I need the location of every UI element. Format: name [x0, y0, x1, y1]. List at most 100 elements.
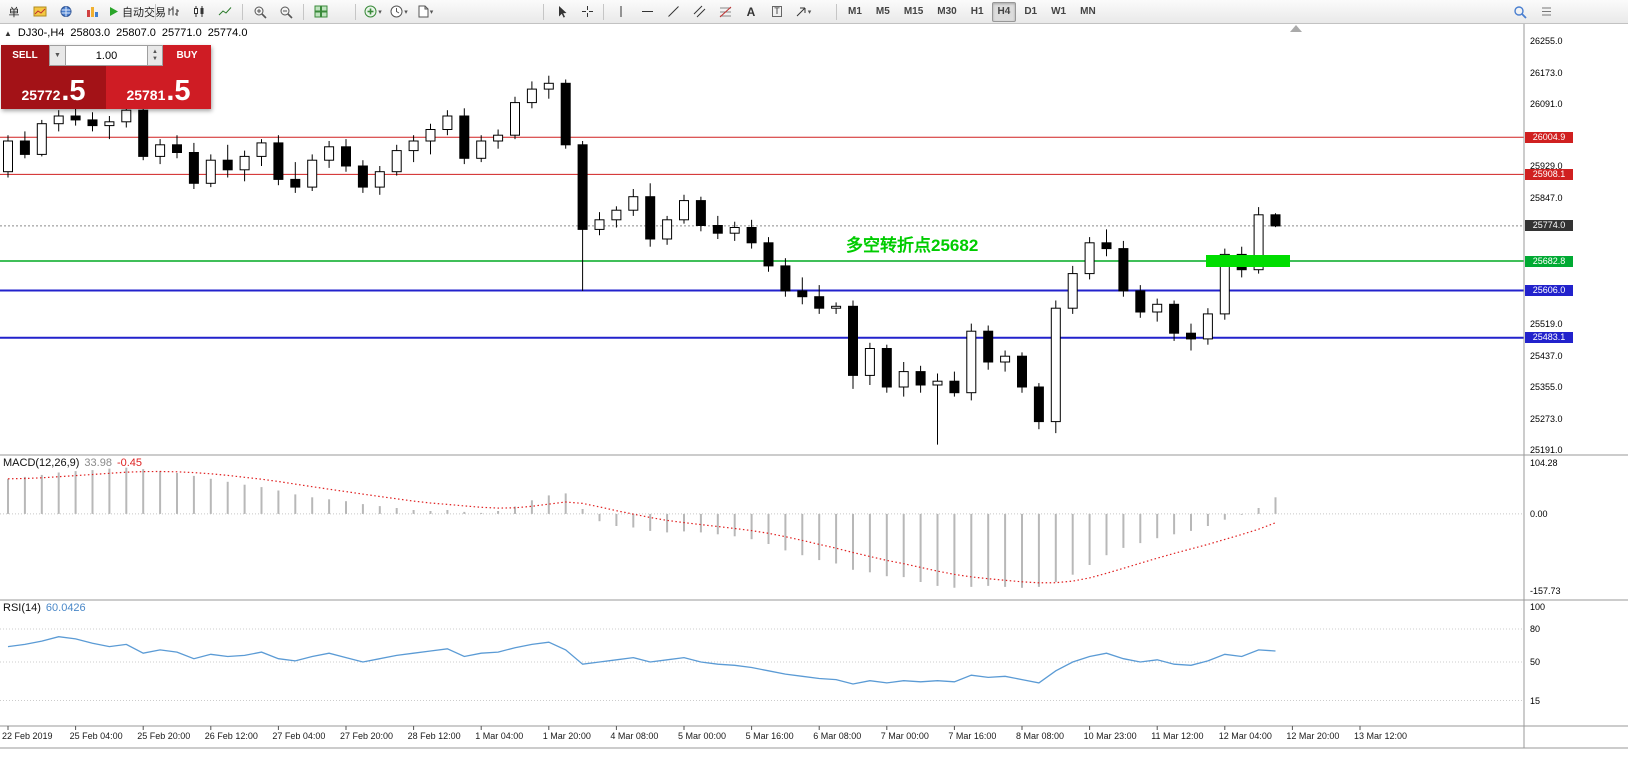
- channel-icon: [693, 5, 705, 18]
- search-icon: [1514, 5, 1527, 19]
- rsi-label: RSI(14) 60.0426: [3, 602, 86, 614]
- fibonacci-tool[interactable]: [713, 1, 737, 22]
- price-badge: 25682.8: [1525, 255, 1573, 267]
- timeframe-m5[interactable]: M5: [875, 6, 890, 17]
- caret-icon: ▾: [404, 8, 408, 16]
- time-axis-label[interactable]: 4 Mar 08:00: [610, 731, 659, 741]
- crosshair-tool[interactable]: [575, 1, 599, 22]
- arrow-symbol-icon: [796, 7, 806, 16]
- timeframe-w1[interactable]: W1: [1051, 6, 1067, 17]
- new-order-button[interactable]: 单: [8, 6, 20, 19]
- buy-button[interactable]: BUY: [163, 45, 211, 66]
- zoom-in-icon[interactable]: [248, 1, 272, 22]
- vertical-line-tool[interactable]: [609, 1, 633, 22]
- arrows-dropdown[interactable]: ▾: [791, 1, 815, 22]
- rsi-scale-label: 50: [1530, 657, 1541, 667]
- time-axis-label[interactable]: 12 Mar 20:00: [1286, 731, 1340, 741]
- time-axis-label[interactable]: 1 Mar 04:00: [475, 731, 524, 741]
- macd-label: MACD(12,26,9) 33.98 -0.45: [3, 457, 142, 469]
- time-axis-label[interactable]: 5 Mar 00:00: [678, 731, 727, 741]
- timeframe-m1[interactable]: M1: [848, 6, 862, 17]
- buy-price-fraction: .5: [166, 75, 191, 107]
- cursor-tool[interactable]: [549, 1, 573, 22]
- tile-windows-icon[interactable]: [309, 1, 333, 22]
- spin-down-icon[interactable]: ▼: [152, 55, 158, 62]
- candlestick-chart-icon[interactable]: [187, 1, 211, 22]
- time-axis-label[interactable]: 25 Feb 20:00: [137, 731, 191, 741]
- toolbar-separator: [303, 3, 304, 20]
- market-watch-icon[interactable]: [80, 1, 104, 22]
- time-axis-label[interactable]: 25 Feb 04:00: [69, 731, 123, 741]
- time-axis-label[interactable]: 11 Mar 12:00: [1151, 731, 1204, 741]
- toolbar-separator: [603, 3, 604, 20]
- chart-shift-marker[interactable]: [1290, 25, 1302, 32]
- time-axis-label[interactable]: 1 Mar 20:00: [542, 731, 591, 741]
- time-axis-label[interactable]: 8 Mar 08:00: [1016, 731, 1065, 741]
- toolbar-separator: [242, 3, 243, 20]
- timeframe-m15[interactable]: M15: [903, 6, 924, 17]
- indicators-dropdown[interactable]: ▾: [361, 1, 385, 22]
- periods-dropdown[interactable]: ▾: [387, 1, 411, 22]
- spin-up-icon[interactable]: ▲: [152, 48, 158, 55]
- sell-button[interactable]: SELL: [1, 45, 49, 66]
- time-axis-label[interactable]: 13 Mar 12:00: [1354, 731, 1408, 741]
- toolbar-separator: [836, 3, 837, 20]
- macd-value: 33.98: [84, 457, 112, 469]
- timeframe-h4[interactable]: H4: [991, 1, 1017, 22]
- template-icon: [418, 5, 429, 18]
- zoom-out-icon[interactable]: [274, 1, 298, 22]
- price-scale-label: 25847.0: [1530, 192, 1563, 203]
- toolbar-separator: [355, 3, 356, 20]
- timeframe-h1[interactable]: H1: [970, 6, 984, 17]
- trend-annotation[interactable]: 多空转折点25682: [846, 236, 979, 255]
- volume-spinner[interactable]: ▲ ▼: [148, 45, 163, 66]
- sell-price[interactable]: 25772 .5: [1, 66, 106, 109]
- time-axis-label[interactable]: 26 Feb 12:00: [204, 731, 258, 741]
- time-axis-label[interactable]: 10 Mar 23:00: [1083, 731, 1137, 741]
- price-badge: 25606.0: [1525, 285, 1573, 296]
- trendline-icon: [667, 6, 679, 17]
- time-axis-label[interactable]: 22 Feb 2019: [2, 731, 53, 741]
- text-label-tool[interactable]: T: [765, 1, 789, 22]
- macd-name: MACD(12,26,9): [3, 457, 80, 469]
- trade-options-dropdown[interactable]: ▼: [49, 45, 66, 66]
- cursor-icon: [558, 6, 566, 18]
- timeframe-mn[interactable]: MN: [1080, 6, 1096, 17]
- timeframe-m30[interactable]: M30: [937, 6, 957, 17]
- time-axis-label[interactable]: 5 Mar 16:00: [745, 731, 794, 741]
- time-axis-label[interactable]: 28 Feb 12:00: [407, 731, 461, 741]
- time-axis-label[interactable]: 12 Mar 04:00: [1218, 731, 1272, 741]
- timeframe-d1[interactable]: D1: [1024, 6, 1038, 17]
- horizontal-line-tool[interactable]: [635, 1, 659, 22]
- templates-dropdown[interactable]: ▾: [413, 1, 437, 22]
- time-axis-label[interactable]: 27 Feb 20:00: [340, 731, 394, 741]
- price-scale-label: 25191.0: [1530, 445, 1563, 455]
- search-button[interactable]: [1508, 1, 1532, 22]
- time-axis-label[interactable]: 7 Mar 16:00: [948, 731, 997, 741]
- vertical-line-icon: [620, 6, 622, 17]
- time-axis-label[interactable]: 7 Mar 00:00: [880, 731, 929, 741]
- data-window-button[interactable]: [1534, 1, 1558, 22]
- profiles-icon[interactable]: [54, 1, 78, 22]
- trendline-tool[interactable]: [661, 1, 685, 22]
- price-scale-label: 25437.0: [1530, 350, 1563, 361]
- main-toolbar: 单 自动交易: [0, 0, 1628, 24]
- time-axis-label[interactable]: 27 Feb 04:00: [272, 731, 326, 741]
- rsi-scale-label: 15: [1530, 695, 1541, 706]
- buy-price[interactable]: 25781 .5: [106, 66, 211, 109]
- highlight-box[interactable]: [1206, 255, 1290, 267]
- text-tool[interactable]: A: [746, 4, 756, 19]
- caret-icon: ▾: [429, 8, 434, 16]
- new-chart-icon[interactable]: [28, 1, 52, 22]
- price-badge: 26004.9: [1525, 131, 1573, 143]
- one-click-toggle-icon[interactable]: ▲: [4, 28, 12, 38]
- volume-input[interactable]: 1.00: [66, 45, 148, 66]
- price-scale[interactable]: [1524, 23, 1628, 726]
- time-axis-label[interactable]: 6 Mar 08:00: [813, 731, 862, 741]
- bar-chart-icon[interactable]: [161, 1, 185, 22]
- channel-tool[interactable]: [687, 1, 711, 22]
- line-chart-icon[interactable]: [213, 1, 237, 22]
- ohlc-high: 25807.0: [116, 27, 156, 39]
- rsi-name: RSI(14): [3, 602, 41, 614]
